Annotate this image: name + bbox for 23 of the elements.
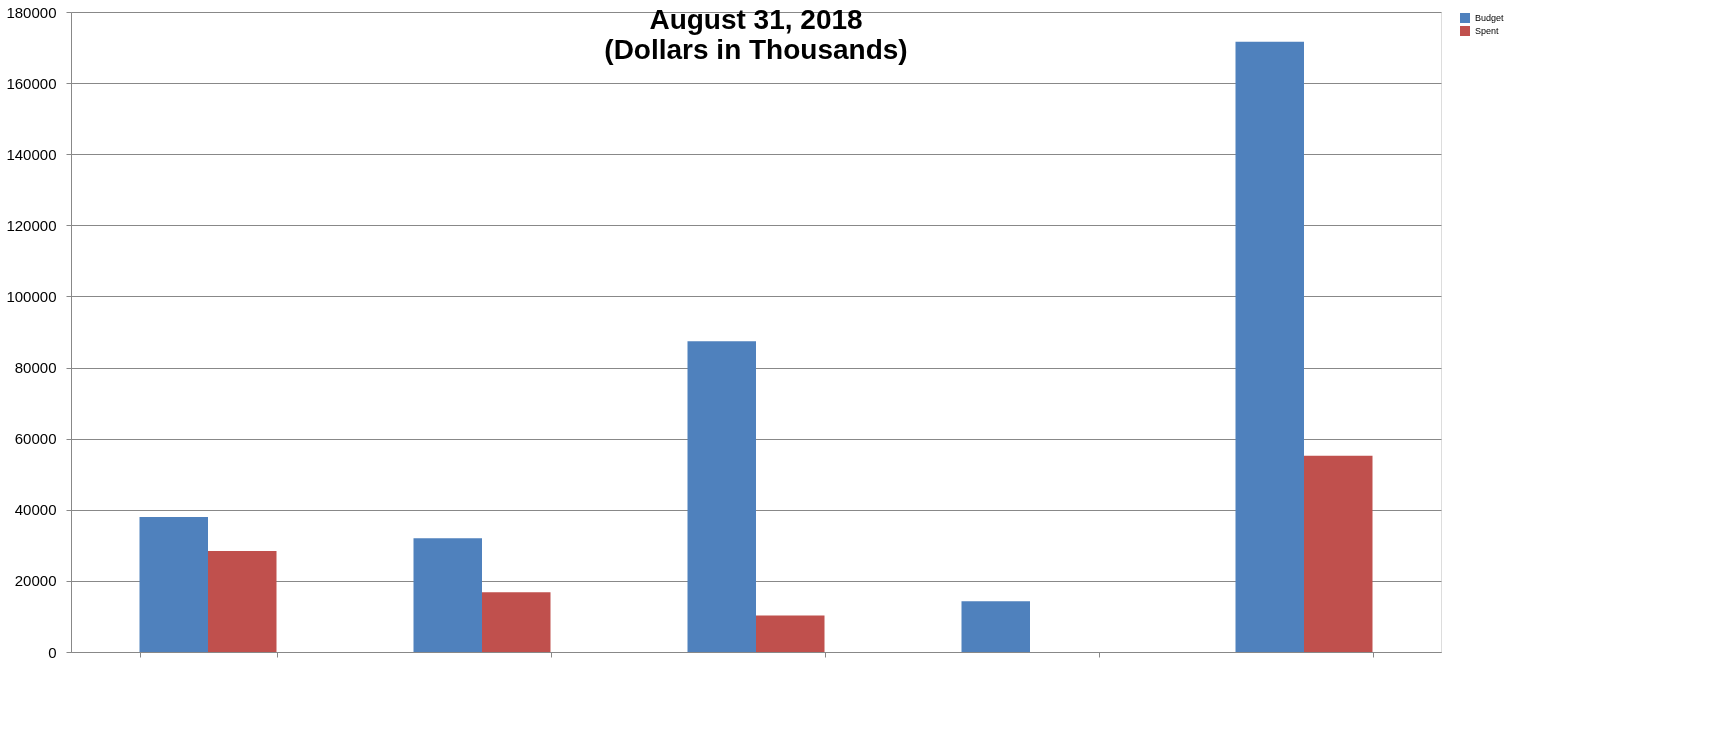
y-tick-label: 180000	[6, 3, 57, 21]
text: (Dollars in Thousands)	[604, 34, 908, 65]
y-tick-label: 0	[48, 643, 57, 661]
text: August 31, 2018	[649, 4, 863, 35]
y-tick-label: 100000	[6, 287, 57, 305]
bar	[482, 592, 551, 652]
y-tick-label: 80000	[14, 359, 57, 377]
bar	[687, 341, 756, 652]
legend-label: Spent	[1475, 26, 1500, 36]
y-tick-label: 20000	[14, 572, 57, 590]
bar	[208, 551, 277, 652]
bar	[756, 615, 825, 652]
y-tick-label: 60000	[14, 430, 57, 448]
y-tick-label: 120000	[6, 216, 57, 234]
legend-label: Budget	[1475, 13, 1505, 23]
y-tick-label: 40000	[14, 501, 57, 519]
bar	[139, 516, 208, 652]
bar	[961, 601, 1030, 652]
y-tick-label: 140000	[6, 145, 57, 163]
bar	[1235, 41, 1304, 652]
bar	[413, 538, 482, 652]
y-tick-label: 160000	[6, 74, 57, 92]
bar	[1304, 455, 1373, 652]
